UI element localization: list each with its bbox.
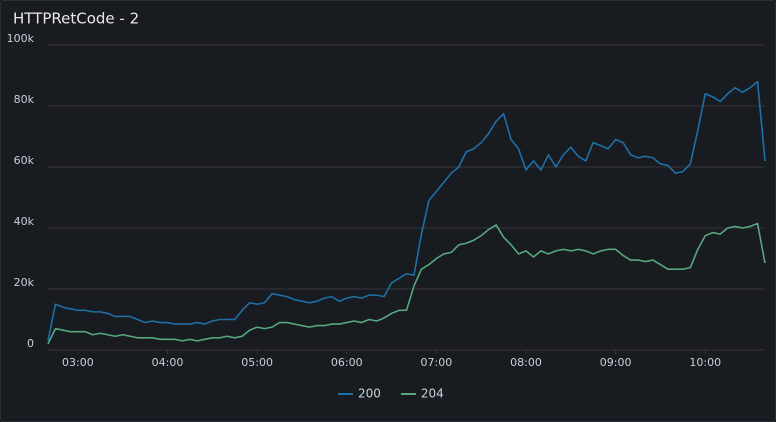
series-line	[47, 80, 766, 342]
x-tick-label: 10:00	[689, 356, 721, 369]
y-tick-label: 20k	[14, 276, 35, 289]
x-tick-label: 05:00	[241, 356, 273, 369]
x-tick-label: 03:00	[62, 356, 94, 369]
legend-label: 204	[421, 387, 444, 401]
x-tick-label: 08:00	[510, 356, 542, 369]
x-tick-label: 04:00	[152, 356, 184, 369]
y-tick-label: 0	[27, 337, 34, 350]
series-line	[47, 222, 766, 345]
x-tick-label: 07:00	[421, 356, 453, 369]
x-tick-label: 09:00	[600, 356, 632, 369]
panel-title: HTTPRetCode - 2	[13, 10, 139, 28]
y-tick-label: 60k	[14, 154, 35, 167]
legend-label: 200	[358, 387, 381, 401]
x-tick-label: 06:00	[331, 356, 363, 369]
y-tick-label: 80k	[14, 93, 35, 106]
y-tick-label: 100k	[7, 32, 35, 45]
y-tick-label: 40k	[14, 215, 35, 228]
